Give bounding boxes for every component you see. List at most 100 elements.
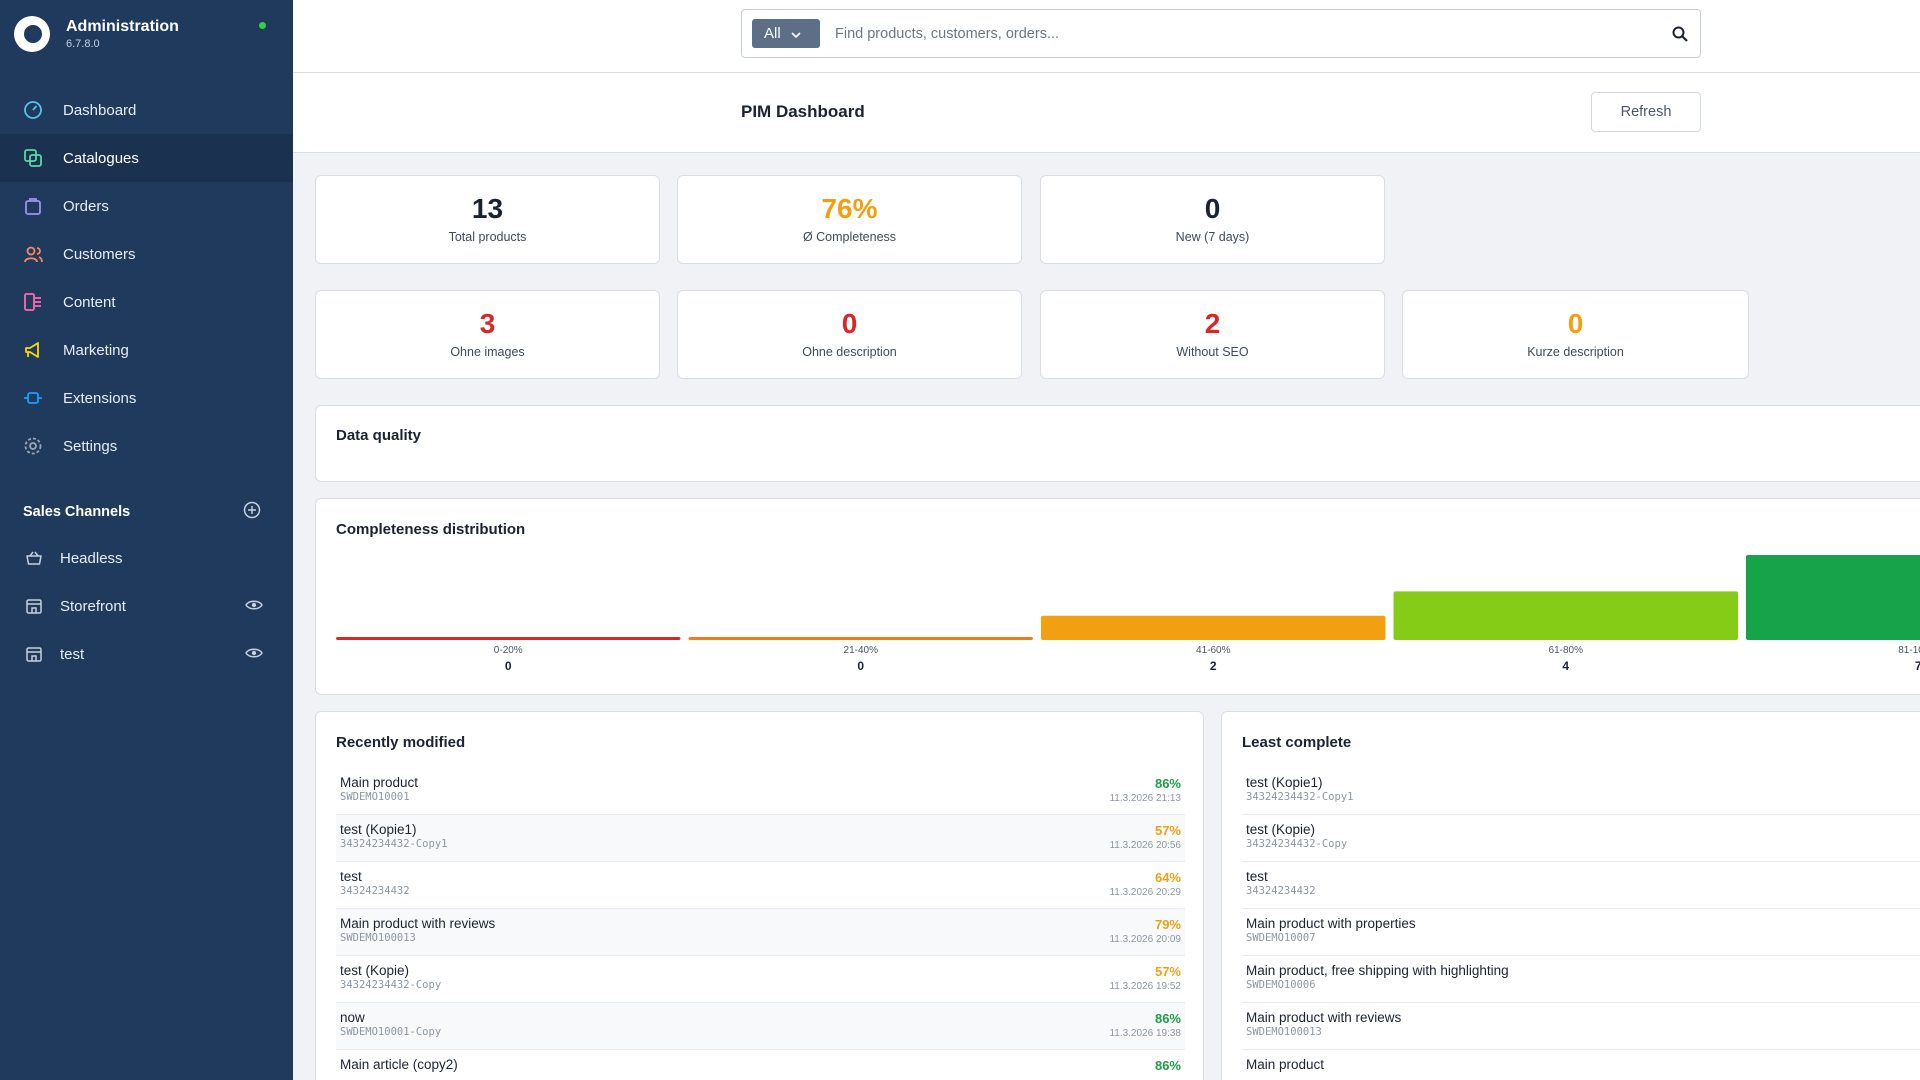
marketing-icon bbox=[22, 339, 44, 361]
least-complete-card: Least complete test (Kopie1) 34324234432-… bbox=[1221, 711, 1920, 1080]
recently-modified-card: Recently modified Main product SWDEMO1000… bbox=[315, 711, 1204, 1080]
list-item[interactable]: Main product, free shipping with highlig… bbox=[1242, 956, 1920, 1003]
list-item[interactable]: test (Kopie) 34324234432-Copy bbox=[1242, 815, 1920, 862]
stat-value: 76% bbox=[821, 193, 878, 224]
refresh-button[interactable]: Refresh bbox=[1591, 92, 1701, 132]
nav-item-label: Settings bbox=[63, 437, 118, 455]
stat-value: 13 bbox=[471, 193, 504, 224]
stat-label: Total products bbox=[448, 230, 527, 244]
completeness-value: 79% bbox=[1154, 917, 1181, 932]
list-item[interactable]: test 34324234432 bbox=[1242, 862, 1920, 909]
nav-item-dashboard[interactable]: Dashboard bbox=[0, 86, 293, 134]
dashboard-icon bbox=[22, 99, 44, 121]
nav-item-content[interactable]: Content bbox=[0, 278, 293, 326]
search-icon[interactable] bbox=[1660, 26, 1700, 42]
completeness-chart: 0-20% 0 21-40% 0 41-60% 2 61-80% 4 81-100% 7 bbox=[336, 555, 1920, 673]
nav-item-label: Content bbox=[63, 293, 116, 311]
storefront-icon bbox=[23, 643, 45, 665]
list-item[interactable]: Main product with properties SWDEMO10007 bbox=[1242, 909, 1920, 956]
content-icon bbox=[22, 291, 44, 313]
brand-title: Administration bbox=[66, 18, 179, 35]
sales-channels-header: Sales Channels bbox=[0, 490, 293, 534]
shopware-logo bbox=[14, 16, 50, 52]
chart-title: Completeness distribution bbox=[336, 521, 526, 538]
eye-icon[interactable] bbox=[245, 646, 263, 663]
product-sku: 34324234432-Copy1 bbox=[1246, 791, 1354, 803]
modified-date: 11.3.2026 20:56 bbox=[1109, 840, 1181, 851]
product-sku: SWDEMO100013 bbox=[340, 932, 416, 944]
list-item[interactable]: Main product with reviews SWDEMO100013 bbox=[1242, 1003, 1920, 1050]
stat-value: 0 bbox=[1204, 193, 1221, 224]
nav-item-label: Extensions bbox=[63, 389, 137, 407]
completeness-value: 86% bbox=[1154, 776, 1181, 791]
brand-version: 6.7.8.0 bbox=[66, 38, 100, 50]
chart-category-label: 61-80% bbox=[1549, 645, 1584, 656]
product-sku: SWDEMO10007 bbox=[1246, 932, 1316, 944]
search-filter-dropdown[interactable]: All bbox=[752, 19, 820, 48]
list-item[interactable]: Main product bbox=[1242, 1050, 1920, 1080]
chart-category-label: 0-20% bbox=[494, 645, 523, 656]
product-name: Main product with reviews bbox=[340, 916, 496, 931]
online-status-icon bbox=[259, 22, 266, 29]
nav-item-label: Orders bbox=[63, 197, 109, 215]
list-item[interactable]: test 34324234432 64% 11.3.2026 20:29 bbox=[336, 862, 1185, 909]
chart-value-label: 0 bbox=[505, 659, 512, 673]
stat-label: Ohne description bbox=[802, 345, 897, 359]
brand-header[interactable]: Administration 6.7.8.0 bbox=[0, 0, 293, 68]
nav-item-settings[interactable]: Settings bbox=[0, 422, 293, 470]
list-item[interactable]: Main product SWDEMO10001 86% 11.3.2026 21:1… bbox=[336, 768, 1185, 815]
nav-item-catalogues[interactable]: Catalogues bbox=[0, 134, 293, 182]
product-sku: 34324234432-Copy bbox=[1246, 838, 1348, 850]
stat-label: Ohne images bbox=[450, 345, 525, 359]
list-item[interactable]: test (Kopie1) 34324234432-Copy1 bbox=[1242, 768, 1920, 815]
nav-item-customers[interactable]: Customers bbox=[0, 230, 293, 278]
modified-date: 11.3.2026 19:38 bbox=[1109, 1028, 1181, 1039]
completeness-value: 64% bbox=[1154, 870, 1181, 885]
catalogues-icon bbox=[22, 147, 44, 169]
chart-value-label: 4 bbox=[1562, 659, 1569, 673]
list-item[interactable]: Main article (copy2) 86% bbox=[336, 1050, 1185, 1080]
page-title: PIM Dashboard bbox=[741, 102, 865, 121]
stat-card-short-description: 0 Kurze description bbox=[1402, 290, 1749, 379]
product-sku: SWDEMO10001-Copy bbox=[340, 1026, 442, 1038]
modified-date: 11.3.2026 20:09 bbox=[1109, 934, 1181, 945]
stat-value: 3 bbox=[479, 308, 496, 339]
modified-date: 11.3.2026 19:52 bbox=[1109, 981, 1181, 992]
nav-item-orders[interactable]: Orders bbox=[0, 182, 293, 230]
completeness-value: 86% bbox=[1154, 1011, 1181, 1026]
modified-date: 11.3.2026 20:29 bbox=[1109, 887, 1181, 898]
channel-item-storefront[interactable]: Storefront bbox=[0, 582, 293, 630]
product-sku: SWDEMO100013 bbox=[1246, 1026, 1322, 1038]
product-name: Main product with reviews bbox=[1246, 1010, 1402, 1025]
chart-bar-81-100% bbox=[1746, 555, 1920, 640]
stat-card-total-products: 13 Total products bbox=[315, 175, 660, 264]
extensions-icon bbox=[22, 387, 44, 409]
chart-bar-0-20% bbox=[336, 637, 681, 640]
list-item[interactable]: Main product with reviews SWDEMO100013 79%… bbox=[336, 909, 1185, 956]
settings-icon bbox=[22, 435, 44, 457]
nav-item-extensions[interactable]: Extensions bbox=[0, 374, 293, 422]
list-item[interactable]: now SWDEMO10001-Copy 86% 11.3.2026 19:38 bbox=[336, 1003, 1185, 1050]
channel-item-headless[interactable]: Headless bbox=[0, 534, 293, 582]
eye-icon[interactable] bbox=[245, 598, 263, 615]
stat-card-without-images: 3 Ohne images bbox=[315, 290, 660, 379]
nav-item-label: Customers bbox=[63, 245, 136, 263]
orders-icon bbox=[22, 195, 44, 217]
product-name: Main product bbox=[340, 775, 419, 790]
channel-label: Storefront bbox=[60, 597, 126, 615]
chart-bar-61-80% bbox=[1393, 591, 1738, 640]
add-channel-icon[interactable] bbox=[243, 501, 261, 524]
nav-item-marketing[interactable]: Marketing bbox=[0, 326, 293, 374]
sales-channels-title: Sales Channels bbox=[23, 504, 131, 520]
search-input[interactable]: Find products, customers, orders... bbox=[835, 25, 1060, 42]
list-item[interactable]: test (Kopie1) 34324234432-Copy1 57% 11.3.20… bbox=[336, 815, 1185, 862]
stat-value: 0 bbox=[1567, 308, 1584, 339]
list-item[interactable]: test (Kopie) 34324234432-Copy 57% 11.3.2026… bbox=[336, 956, 1185, 1003]
chart-category-label: 81-100% bbox=[1898, 645, 1920, 656]
nav-item-label: Catalogues bbox=[63, 149, 139, 167]
product-sku: SWDEMO10006 bbox=[1246, 979, 1316, 991]
channel-item-test[interactable]: test bbox=[0, 630, 293, 678]
least-complete-title: Least complete bbox=[1242, 734, 1352, 751]
chart-bar-21-40% bbox=[688, 637, 1033, 640]
top-bar: All Find products, customers, orders... bbox=[293, 0, 1920, 73]
